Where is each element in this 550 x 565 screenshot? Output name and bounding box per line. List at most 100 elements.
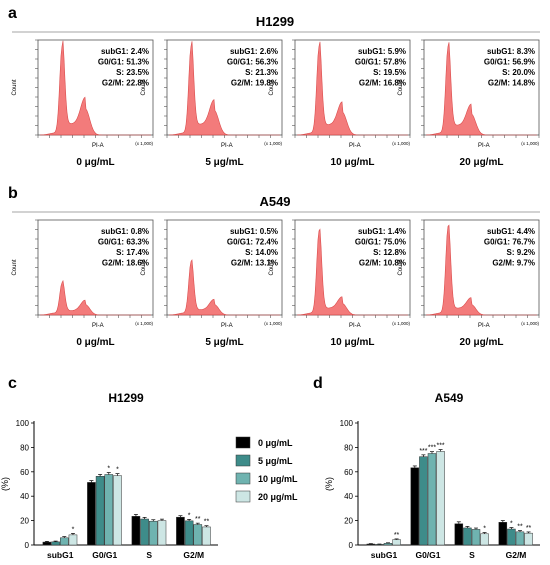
- histogram-xlabel: PI-A: [349, 323, 361, 329]
- histogram-distribution: [39, 279, 151, 316]
- phase-stat-g0g1: G0/G1: 63.3%: [98, 238, 149, 247]
- panel-label-b: b: [8, 185, 18, 202]
- phase-stat-g2m: G2/M: 14.8%: [488, 79, 535, 88]
- phase-stat-g0g1: G0/G1: 56.3%: [227, 58, 278, 67]
- y-axis-label: (%): [0, 477, 10, 491]
- histogram-xlabel: PI-A: [349, 143, 361, 149]
- significance-mark: ***: [419, 448, 427, 455]
- phase-stat-subg1: subG1: 2.4%: [101, 47, 149, 56]
- category-label: S: [469, 550, 475, 560]
- panel-label-a: a: [8, 5, 17, 22]
- histogram-xlabel: PI-A: [221, 143, 233, 149]
- bar: [202, 526, 211, 546]
- y-tick-label: 0: [349, 541, 354, 550]
- bar: [375, 544, 384, 546]
- phase-stat-g2m: G2/M: 18.6%: [102, 259, 149, 268]
- y-tick-label: 60: [344, 468, 353, 477]
- category-label: G0/G1: [415, 550, 440, 560]
- histogram-frame: [423, 39, 540, 136]
- bar: [42, 541, 52, 546]
- y-tick-label: 20: [20, 517, 29, 526]
- phase-stat-subg1: subG1: 0.8%: [101, 227, 149, 236]
- bar: [51, 541, 60, 546]
- y-tick-label: 20: [344, 517, 353, 526]
- phase-stat-g0g1: G0/G1: 76.7%: [484, 238, 535, 247]
- significance-mark: *: [116, 467, 119, 474]
- phase-stat-g2m: G2/M: 10.8%: [359, 259, 406, 268]
- histogram-distribution: [296, 41, 408, 136]
- histogram-xlabel: PI-A: [478, 143, 490, 149]
- histogram-xscale: (x 1,000): [264, 141, 282, 146]
- phase-stat-subg1: subG1: 5.9%: [358, 47, 406, 56]
- legend-swatch: [235, 454, 251, 467]
- bar: [366, 543, 376, 546]
- bar: [515, 531, 525, 546]
- phase-stat-g2m: G2/M: 13.1%: [231, 259, 278, 268]
- histogram-ylabel: Count: [141, 79, 147, 95]
- y-tick-label: 100: [340, 419, 354, 428]
- dose-label: 10 μg/mL: [331, 337, 375, 348]
- bar: [419, 456, 428, 546]
- phase-stat-s: S: 12.8%: [373, 248, 406, 257]
- y-tick-label: 40: [344, 492, 353, 501]
- histogram-xscale: (x 1,000): [521, 141, 539, 146]
- bar: [157, 520, 167, 546]
- phase-stat-g0g1: G0/G1: 72.4%: [227, 238, 278, 247]
- phase-stat-s: S: 9.2%: [507, 248, 535, 257]
- bar: [392, 539, 401, 546]
- bar: [507, 528, 516, 546]
- bar: [68, 534, 78, 546]
- histogram-title: H1299: [256, 14, 294, 29]
- histogram-distribution: [296, 228, 408, 316]
- phase-stat-subg1: subG1: 8.3%: [487, 47, 535, 56]
- y-tick-label: 60: [20, 468, 29, 477]
- dose-label: 10 μg/mL: [331, 157, 375, 168]
- histogram-ylabel: Count: [141, 259, 147, 275]
- histogram-xlabel: PI-A: [92, 143, 104, 149]
- histogram-xscale: (x 1,000): [135, 141, 153, 146]
- histogram-xscale: (x 1,000): [521, 321, 539, 326]
- histogram-title: A549: [259, 194, 290, 209]
- histogram-ylabel: Count: [398, 259, 404, 275]
- phase-stat-g0g1: G0/G1: 75.0%: [355, 238, 406, 247]
- histogram-xscale: (x 1,000): [135, 321, 153, 326]
- bar: [176, 516, 185, 546]
- histogram-distribution: [425, 224, 537, 316]
- significance-mark: **: [204, 519, 210, 526]
- y-tick-label: 0: [25, 541, 30, 550]
- bar: [184, 520, 194, 546]
- histogram-xlabel: PI-A: [478, 323, 490, 329]
- phase-stat-s: S: 21.3%: [245, 68, 278, 77]
- bar: [471, 529, 481, 546]
- phase-stat-g2m: G2/M: 9.7%: [492, 259, 535, 268]
- phase-stat-s: S: 14.0%: [245, 248, 278, 257]
- legend-label: 5 μg/mL: [258, 456, 293, 466]
- legend-swatch: [235, 490, 251, 503]
- phase-stat-subg1: subG1: 1.4%: [358, 227, 406, 236]
- significance-mark: *: [188, 512, 191, 519]
- category-label: subG1: [371, 550, 398, 560]
- bar: [113, 475, 122, 546]
- bar-chart-title: H1299: [108, 391, 144, 405]
- histogram-xscale: (x 1,000): [392, 141, 410, 146]
- legend-swatch: [235, 472, 251, 485]
- category-label: G2/M: [183, 550, 204, 560]
- bar: [140, 518, 149, 546]
- histogram-xscale: (x 1,000): [392, 321, 410, 326]
- category-label: G0/G1: [92, 550, 117, 560]
- histogram-distribution: [425, 42, 537, 136]
- bar: [131, 516, 141, 546]
- bar: [427, 453, 437, 546]
- histogram-frame: [166, 219, 283, 316]
- significance-mark: ***: [436, 443, 444, 450]
- significance-mark: **: [517, 524, 523, 531]
- histogram-distribution: [168, 41, 280, 136]
- bar: [410, 467, 420, 546]
- bar: [149, 520, 158, 546]
- dose-label: 0 μg/mL: [76, 337, 114, 348]
- histogram-ylabel: Count: [12, 79, 18, 95]
- histogram-ylabel: Count: [269, 79, 275, 95]
- bar: [104, 474, 114, 546]
- dose-label: 20 μg/mL: [460, 337, 504, 348]
- significance-mark: **: [526, 525, 532, 532]
